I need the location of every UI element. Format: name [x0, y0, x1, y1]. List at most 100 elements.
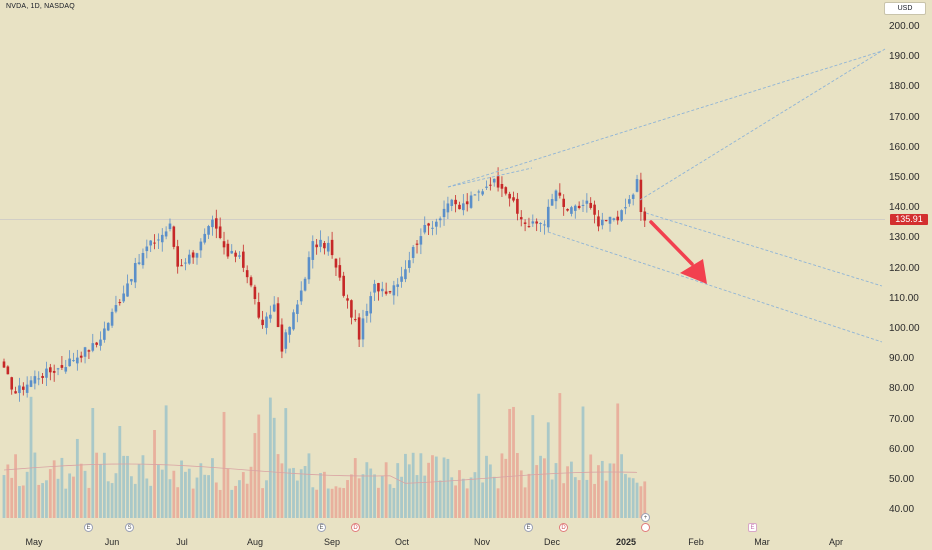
volume-bar	[434, 456, 438, 518]
candle	[18, 385, 21, 394]
candle	[411, 246, 415, 258]
volume-bar	[106, 481, 110, 518]
add-marker[interactable]: +	[641, 513, 650, 522]
candle	[303, 278, 307, 291]
volume-bar	[64, 488, 68, 518]
candle	[195, 253, 199, 258]
volume-bar	[492, 476, 496, 518]
candle	[91, 343, 95, 351]
volume-bar	[442, 457, 446, 518]
price-tick-label: 60.00	[889, 443, 915, 455]
candle	[350, 300, 353, 318]
candle	[323, 242, 326, 249]
volume-bar	[75, 438, 79, 518]
candle	[6, 366, 10, 375]
volume-bar	[481, 482, 485, 518]
candle	[180, 265, 183, 267]
candle	[585, 200, 589, 204]
candle	[79, 355, 83, 358]
candle	[408, 260, 411, 268]
candle	[562, 198, 565, 207]
upcoming-marker[interactable]: E	[748, 523, 757, 532]
volume-bar	[145, 478, 149, 518]
volume-bar	[508, 408, 512, 518]
volume-bar	[172, 470, 176, 518]
candle	[442, 208, 446, 218]
volume-bar	[531, 415, 535, 518]
volume-bar	[195, 477, 199, 518]
candle	[141, 252, 145, 266]
volume-bar	[164, 405, 168, 518]
candle	[245, 270, 249, 278]
time-tick-label: Apr	[828, 537, 844, 547]
currency-selector[interactable]: USD	[884, 2, 926, 15]
candle	[581, 204, 585, 206]
candle	[45, 368, 48, 378]
volume-bar	[334, 486, 338, 518]
split-marker[interactable]: S	[125, 523, 134, 532]
candle	[589, 202, 593, 208]
candle	[554, 190, 558, 202]
volume-bar	[56, 478, 60, 518]
trendline	[447, 167, 533, 188]
volume-bar	[176, 487, 180, 518]
split-marker[interactable]	[641, 523, 650, 532]
volume-bar	[543, 458, 546, 518]
volume-ma	[3, 463, 638, 484]
candle	[593, 204, 596, 215]
price-tick-label: 150.00	[889, 172, 920, 183]
price-tick-label: 180.00	[889, 81, 920, 93]
volume-bar	[643, 481, 647, 518]
candle	[326, 242, 330, 252]
candle	[168, 223, 172, 230]
candle	[353, 319, 357, 321]
candle	[272, 304, 276, 312]
candle	[384, 291, 388, 294]
earnings-marker[interactable]: E	[317, 523, 326, 532]
volume-bar	[496, 488, 500, 518]
candle	[292, 312, 295, 330]
candle	[307, 257, 311, 280]
earnings-marker[interactable]: E	[84, 523, 93, 532]
volume-bar	[234, 485, 237, 518]
volume-bar	[477, 393, 481, 518]
dividend-marker[interactable]: D	[559, 523, 568, 532]
volume-bar	[211, 458, 214, 518]
candle	[415, 243, 419, 245]
candle	[423, 224, 427, 233]
volume-bar	[10, 477, 14, 518]
candle	[253, 286, 257, 300]
candle	[512, 197, 515, 201]
candle	[639, 179, 643, 212]
candle	[60, 365, 64, 368]
volume-bar	[454, 485, 458, 518]
dividend-marker[interactable]: D	[351, 523, 360, 532]
candle	[164, 231, 168, 237]
volume-bar	[562, 483, 566, 518]
volume-bar	[431, 455, 434, 518]
candle	[133, 263, 137, 283]
volume-bar	[384, 462, 388, 518]
volume-bar	[392, 487, 396, 518]
price-tick-label: 90.00	[889, 353, 915, 365]
candle	[342, 275, 345, 296]
candle	[330, 239, 334, 256]
trendline	[639, 48, 886, 201]
candle	[489, 184, 492, 186]
volume-bar	[272, 417, 276, 518]
candle	[37, 378, 41, 380]
earnings-marker[interactable]: E	[524, 523, 533, 532]
candle	[624, 207, 627, 209]
volume-bar	[512, 406, 515, 518]
volume-bar	[419, 453, 423, 518]
volume-bar	[253, 433, 257, 518]
forecast-arrow	[649, 220, 707, 284]
time-tick-label: Aug	[246, 537, 264, 547]
volume-bar	[95, 452, 99, 518]
volume-bar	[539, 455, 542, 518]
volume-bar	[365, 462, 369, 518]
candle	[504, 187, 508, 194]
candle	[56, 368, 60, 370]
